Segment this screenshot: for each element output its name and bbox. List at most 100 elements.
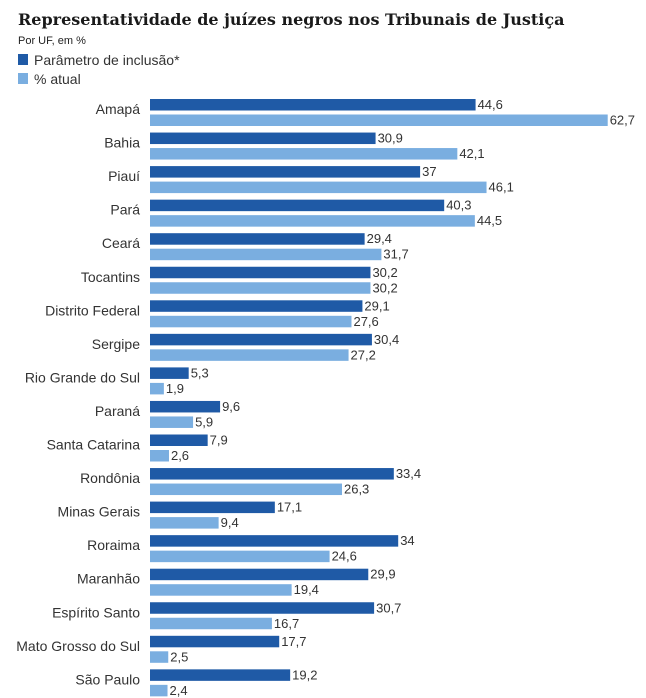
bar-parametro: [150, 367, 189, 379]
value-label-parametro: 30,7: [376, 600, 401, 615]
value-label-atual: 9,4: [221, 515, 239, 530]
value-label-atual: 16,7: [274, 616, 299, 631]
value-label-atual: 5,9: [195, 414, 213, 429]
legend-swatch-atual: [18, 73, 28, 84]
value-label-parametro: 34: [400, 533, 414, 548]
bar-atual: [150, 651, 169, 663]
value-label-parametro: 40,3: [446, 198, 471, 213]
bar-parametro: [150, 266, 371, 279]
value-label-parametro: 17,1: [277, 500, 302, 515]
bar-parametro: [150, 468, 394, 480]
value-label-atual: 2,5: [170, 649, 188, 664]
value-label-parametro: 30,9: [378, 131, 403, 146]
category-label: Minas Gerais: [58, 504, 140, 520]
category-label: Sergipe: [92, 336, 140, 352]
category-label: Piauí: [108, 168, 140, 184]
chart-subtitle: Por UF, em %: [18, 35, 86, 47]
bar-atual: [150, 248, 382, 261]
value-label-parametro: 29,9: [370, 567, 395, 582]
bar-atual: [150, 315, 352, 328]
value-label-atual: 27,6: [353, 314, 378, 329]
value-label-parametro: 33,4: [396, 466, 421, 481]
bar-atual: [150, 416, 194, 428]
bar-parametro: [150, 602, 375, 614]
legend-swatch-parametro: [18, 54, 28, 65]
value-label-atual: 2,6: [171, 448, 189, 463]
bar-parametro: [150, 635, 280, 648]
value-label-atual: 19,4: [294, 582, 319, 597]
bar-parametro: [150, 199, 445, 212]
value-label-atual: 27,2: [351, 347, 376, 362]
bar-atual: [150, 584, 292, 596]
chart-legend: Parâmetro de inclusão* % atual: [18, 50, 180, 88]
bar-parametro: [150, 434, 208, 446]
bar-parametro: [150, 333, 372, 346]
bar-atual: [150, 684, 168, 697]
bar-parametro: [150, 568, 369, 581]
category-label: Espírito Santo: [52, 604, 140, 620]
legend-item-parametro: Parâmetro de inclusão*: [18, 50, 180, 69]
value-label-atual: 24,6: [332, 549, 357, 564]
bar-atual: [150, 181, 487, 194]
value-label-atual: 62,7: [610, 113, 635, 128]
category-label: Santa Catarina: [47, 437, 141, 453]
category-label: Rondônia: [80, 470, 140, 486]
bar-atual: [150, 550, 330, 563]
value-label-parametro: 44,6: [478, 97, 503, 112]
category-label: Roraima: [87, 537, 140, 553]
bar-atual: [150, 450, 169, 462]
legend-label-atual: % atual: [34, 70, 81, 87]
bar-parametro: [150, 501, 275, 514]
value-label-parametro: 17,7: [281, 634, 306, 649]
value-label-parametro: 19,2: [292, 667, 317, 682]
category-label: Ceará: [102, 235, 140, 251]
bar-parametro: [150, 300, 363, 312]
bar-parametro: [150, 535, 399, 547]
bar-atual: [150, 382, 164, 395]
bar-atual: [150, 215, 475, 227]
value-label-parametro: 30,2: [372, 265, 397, 280]
category-label: Maranhão: [77, 571, 140, 587]
value-label-atual: 31,7: [383, 247, 408, 262]
category-label: Amapá: [96, 101, 141, 117]
bar-parametro: [150, 166, 421, 178]
category-label: Bahia: [104, 135, 140, 151]
bar-atual: [150, 617, 272, 630]
bar-parametro: [150, 400, 221, 413]
value-label-atual: 2,4: [170, 683, 188, 698]
category-label: Tocantins: [81, 269, 140, 285]
bar-atual: [150, 148, 458, 160]
bar-atual: [150, 517, 219, 529]
category-label: São Paulo: [75, 671, 140, 687]
value-label-atual: 30,2: [372, 280, 397, 295]
chart-title: Representatividade de juízes negros nos …: [18, 10, 565, 29]
bar-atual: [150, 483, 342, 496]
value-label-parametro: 9,6: [222, 399, 240, 414]
value-label-parametro: 7,9: [210, 433, 228, 448]
value-label-atual: 42,1: [459, 146, 484, 161]
value-label-atual: 44,5: [477, 213, 502, 228]
category-label: Rio Grande do Sul: [25, 369, 140, 385]
legend-label-parametro: Parâmetro de inclusão*: [34, 51, 180, 68]
category-label: Paraná: [95, 403, 140, 419]
bar-atual: [150, 349, 349, 361]
value-label-parametro: 29,4: [367, 231, 392, 246]
value-label-atual: 46,1: [489, 180, 514, 195]
category-label: Distrito Federal: [45, 302, 140, 318]
bar-parametro: [150, 99, 476, 111]
value-label-parametro: 5,3: [191, 365, 209, 380]
bar-atual: [150, 282, 371, 294]
value-label-atual: 1,9: [166, 381, 184, 396]
bar-atual: [150, 114, 608, 126]
value-label-parametro: 30,4: [374, 332, 399, 347]
bar-parametro: [150, 132, 376, 145]
category-label: Mato Grosso do Sul: [16, 638, 140, 654]
bar-parametro: [150, 669, 291, 681]
bar-parametro: [150, 233, 365, 245]
category-label: Pará: [110, 202, 140, 218]
value-label-parametro: 29,1: [364, 298, 389, 313]
value-label-atual: 26,3: [344, 482, 369, 497]
value-label-parametro: 37: [422, 164, 436, 179]
legend-item-atual: % atual: [18, 69, 180, 88]
